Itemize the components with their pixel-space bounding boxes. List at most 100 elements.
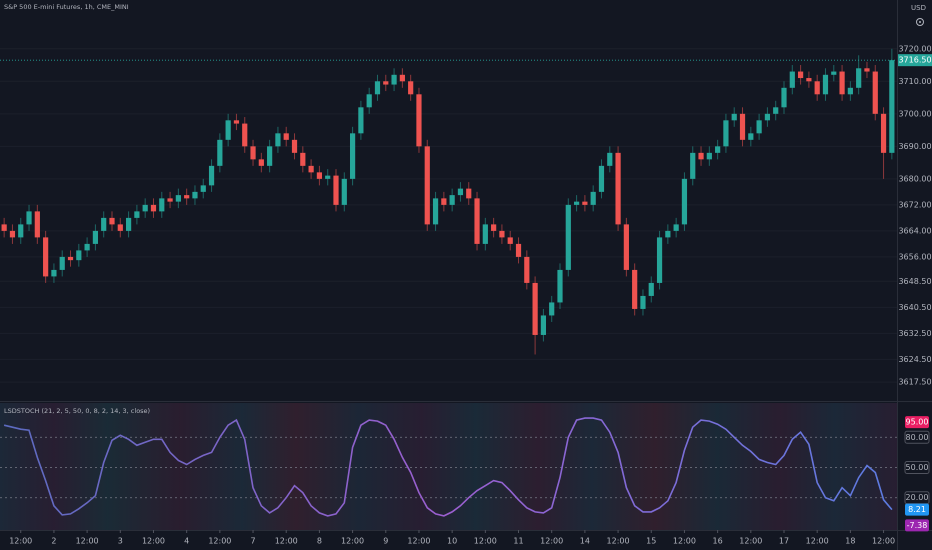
candle-body — [391, 74, 397, 85]
candle-body — [358, 107, 364, 134]
candle-body — [764, 113, 771, 121]
candle-body — [333, 175, 339, 205]
x-tick-label: 15 — [646, 537, 656, 546]
candle-body — [117, 224, 123, 231]
candle-body — [457, 188, 464, 196]
candle-body — [773, 107, 779, 114]
candle-body — [109, 217, 115, 225]
x-tick-label: 9 — [383, 537, 388, 546]
candle-body — [573, 201, 580, 205]
candle-body — [615, 152, 621, 225]
x-tick-label: 12:00 — [341, 537, 364, 546]
y-tick-label: 3680.00 — [898, 174, 931, 183]
candle-body — [549, 302, 555, 316]
candle-body — [557, 269, 563, 303]
candle-body — [665, 230, 671, 238]
y-tick-label: 50.00 — [906, 463, 929, 472]
last-price-label: 3716.50 — [898, 56, 931, 65]
candle-body — [872, 71, 878, 114]
candle-body — [150, 204, 157, 212]
y-tick-label: 3720.00 — [898, 44, 931, 53]
candle-body — [84, 243, 90, 251]
candle-body — [715, 146, 721, 153]
y-tick-label: 3632.50 — [898, 329, 931, 338]
candle-body — [142, 204, 148, 212]
candle-body — [242, 123, 248, 147]
candle-body — [748, 133, 754, 140]
candle-body — [582, 201, 588, 205]
candle-body — [889, 60, 895, 153]
candle-body — [300, 152, 306, 166]
indicator-title: LSDSTOCH (21, 2, 5, 50, 0, 8, 2, 14, 3, … — [4, 407, 150, 415]
x-tick-label: 12:00 — [142, 537, 165, 546]
candle-body — [632, 269, 638, 309]
candle-body — [424, 146, 430, 225]
candle-body — [598, 165, 605, 192]
candle-body — [325, 175, 331, 179]
candle-body — [67, 256, 74, 261]
x-tick-label: 17 — [779, 537, 789, 546]
candle-body — [408, 81, 414, 95]
candle-body — [275, 133, 281, 147]
candle-body — [233, 120, 240, 124]
candle-body — [648, 282, 654, 296]
x-tick-label: 12:00 — [872, 537, 895, 546]
candle-body — [9, 230, 16, 238]
candle-body — [101, 217, 107, 231]
candle-body — [656, 237, 663, 283]
candle-body — [466, 188, 472, 199]
candle-body — [167, 198, 173, 202]
candle-body — [26, 211, 32, 225]
candle-body — [831, 71, 837, 75]
last-price-badge — [898, 54, 932, 67]
candle-body — [316, 172, 323, 179]
candle-body — [366, 94, 372, 108]
symbol-title: S&P 500 E-mini Futures, 1h, CME_MINI — [4, 3, 129, 11]
candle-body — [482, 224, 488, 244]
candle-body — [681, 178, 688, 225]
level-badge — [904, 430, 930, 444]
candle-body — [208, 165, 215, 186]
candle-body — [291, 139, 298, 153]
x-tick-label: 12:00 — [607, 537, 630, 546]
x-tick-label: 16 — [713, 537, 723, 546]
candle-body — [673, 224, 679, 231]
y-tick-label: 3624.50 — [898, 355, 931, 364]
candle-body — [441, 198, 447, 205]
candle-body — [92, 230, 99, 244]
candle-body — [814, 81, 820, 95]
y-tick-label: 3648.50 — [898, 277, 931, 286]
candle-body — [18, 224, 24, 238]
y-tick-label: 3672.00 — [898, 200, 931, 209]
y-tick-label: 3710.00 — [898, 77, 931, 86]
candle-body — [731, 113, 737, 121]
x-tick-label: 12:00 — [806, 537, 829, 546]
candle-body — [1, 224, 7, 231]
candle-body — [847, 87, 853, 95]
settings-icon[interactable] — [916, 18, 924, 26]
candle-body — [590, 191, 596, 205]
candle-body — [258, 159, 264, 166]
candle-body — [640, 295, 646, 309]
x-tick-label: 3 — [118, 537, 123, 546]
y-tick-label: 80.00 — [906, 433, 929, 442]
candle-body — [540, 315, 547, 335]
candle-body — [283, 133, 289, 140]
candle-body — [250, 146, 256, 160]
candle-body — [134, 211, 140, 218]
candle-body — [565, 204, 571, 270]
candle-body — [159, 198, 165, 212]
candle-body — [507, 237, 513, 244]
candle-body — [515, 243, 522, 257]
candle-body — [175, 195, 181, 202]
candle-body — [349, 133, 356, 179]
candle-body — [432, 198, 439, 225]
candle-body — [449, 195, 455, 205]
candle-body — [184, 195, 190, 199]
candle-body — [822, 74, 829, 95]
candle-body — [76, 250, 82, 261]
x-tick-label: 12:00 — [739, 537, 762, 546]
x-tick-label: 12:00 — [673, 537, 696, 546]
value-badge-label: 95.00 — [906, 418, 929, 427]
candle-body — [623, 224, 629, 270]
